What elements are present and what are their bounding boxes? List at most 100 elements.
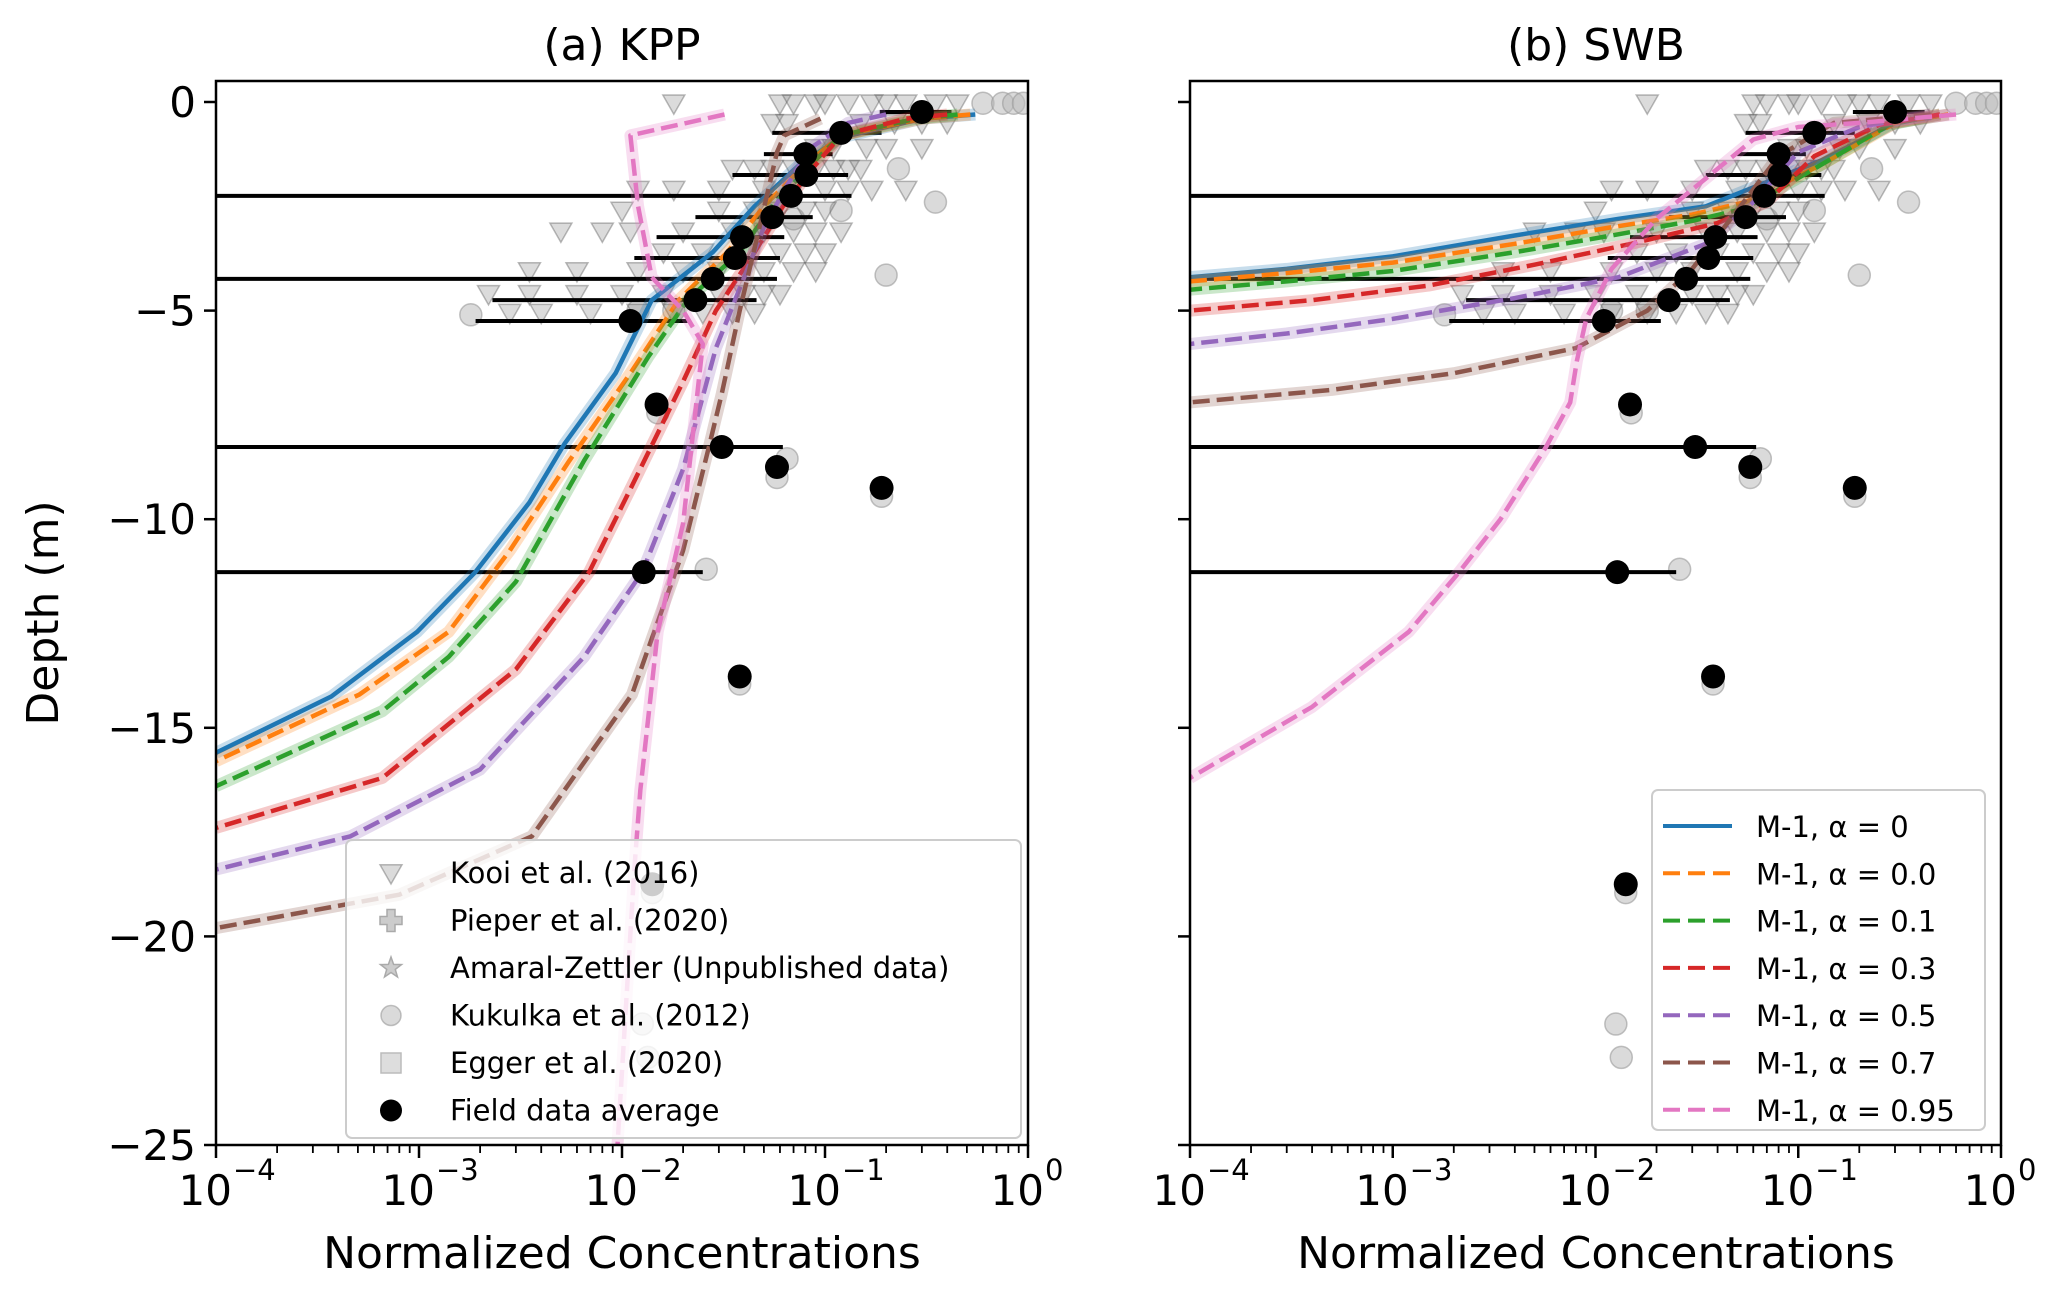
field-average-point [1802,120,1827,145]
kooi-marker [803,222,829,244]
x-tick-exponent: −4 [1207,1153,1250,1187]
field-average-point [1882,100,1907,125]
field-average-point [1696,246,1721,271]
panel-a-title: (a) KPP [543,20,700,71]
legend-label: M-1, α = 0.0 [1756,857,1936,891]
kukulka-marker [971,91,995,116]
kooi-marker [1634,180,1660,203]
kooi-marker [859,94,885,116]
x-tick-exponent: −4 [233,1153,276,1187]
legend-frame [1651,789,1986,1131]
legend-item: Kooi et al. (2016) [378,856,699,890]
legend-label: M-1, α = 0 [1756,810,1909,844]
field-average-point [829,120,854,145]
y-tick-label: −15 [107,704,196,753]
kooi-marker [751,284,777,307]
kooi-marker [1624,284,1650,307]
x-tick-exponent: −2 [1613,1153,1656,1187]
kooi-marker [1449,284,1475,307]
kooi-marker [742,159,767,182]
model-line [216,116,822,931]
kooi-marker [781,94,806,116]
field-average-point [1767,163,1792,188]
legend-item: Field data average [380,1094,719,1128]
kooi-marker [497,303,523,326]
field-average-point [1591,309,1616,334]
kooi-marker [781,261,806,284]
kukulka-marker [1896,190,1921,214]
legend-label: Kukulka et al. (2012) [450,999,751,1033]
kooi-marker [1785,243,1811,265]
kooi-marker [909,138,935,161]
kooi-marker [476,284,501,307]
legend-label: Field data average [450,1094,719,1128]
x-axis-label-a: Normalized Concentrations [323,1228,921,1279]
field-average-point [1701,664,1726,689]
kooi-marker [835,180,861,203]
legend-item: M-1, α = 0.1 [1663,905,1936,939]
field-average-point [869,475,894,500]
filled-circle-marker-icon [380,1099,402,1122]
kooi-marker [859,180,885,203]
kooi-marker [1724,284,1750,307]
kooi-marker [854,138,879,161]
field-average-point [793,142,818,167]
kooi-marker [793,243,818,265]
kukulka-marker [1609,1045,1634,1070]
field-average-point [1842,475,1867,500]
x-tick-label: 10 [1355,1166,1408,1215]
kooi-marker [812,243,838,265]
kooi-marker [1754,222,1780,244]
legend-item: M-1, α = 0.7 [1663,1047,1936,1081]
x-tick-exponent: −3 [1410,1153,1453,1187]
kooi-marker [873,94,899,116]
kooi-marker [1766,243,1791,265]
kooi-marker [1785,201,1811,223]
field-average-point [1738,455,1763,480]
kooi-marker [1740,284,1766,307]
x-tick-label: 10 [179,1166,232,1215]
field-average-point [1766,142,1791,167]
x-tick-exponent: −1 [1815,1153,1858,1187]
kooi-marker [751,261,777,284]
field-average-point [709,435,734,460]
kooi-marker [1754,94,1780,116]
model-line [615,112,725,1145]
kooi-marker [564,284,590,307]
legend-item: Amaral-Zettler (Unpublished data) [378,951,949,985]
kooi-markers [1449,94,1943,326]
kooi-marker [1748,113,1773,136]
axis-ticks: 10 −4 10 −3 10 −2 10 −1 10 00−5−10−15−20−25 [107,78,1063,1215]
kooi-marker [1502,303,1528,326]
field-average-point [722,246,747,271]
y-tick-label: −10 [107,495,196,544]
field-average-point [1733,205,1758,230]
kukulka-marker [1847,263,1872,287]
circle-marker-icon [380,1004,402,1027]
kooi-marker [548,222,574,244]
kukulka-marker [1984,91,2001,115]
field-average-point [1618,392,1643,417]
field-average-point [1613,872,1638,897]
field-average-point [1703,225,1728,250]
kooi-marker [1785,180,1811,203]
kooi-marker [720,159,745,182]
x-tick-exponent: 0 [1045,1153,1063,1187]
x-tick-label: 10 [1153,1166,1206,1215]
kooi-marker [835,159,861,182]
axis-ticks: 10 −4 10 −3 10 −2 10 −1 10 0 [1153,100,2036,1215]
kooi-marker [1583,201,1608,223]
field-average-point [1752,183,1777,208]
model-line [1190,112,1941,313]
legend-item: M-1, α = 0.3 [1663,952,1936,986]
x-tick-label: 10 [991,1166,1044,1215]
kooi-marker [767,94,793,116]
kooi-marker [1754,261,1780,284]
kooi-marker [793,201,818,223]
model-line [1190,112,1941,292]
kooi-marker [1551,303,1577,326]
field-average-point [700,266,725,291]
kooi-marker [517,261,542,284]
kooi-marker [1918,94,1943,116]
field-average-point [1656,288,1681,313]
